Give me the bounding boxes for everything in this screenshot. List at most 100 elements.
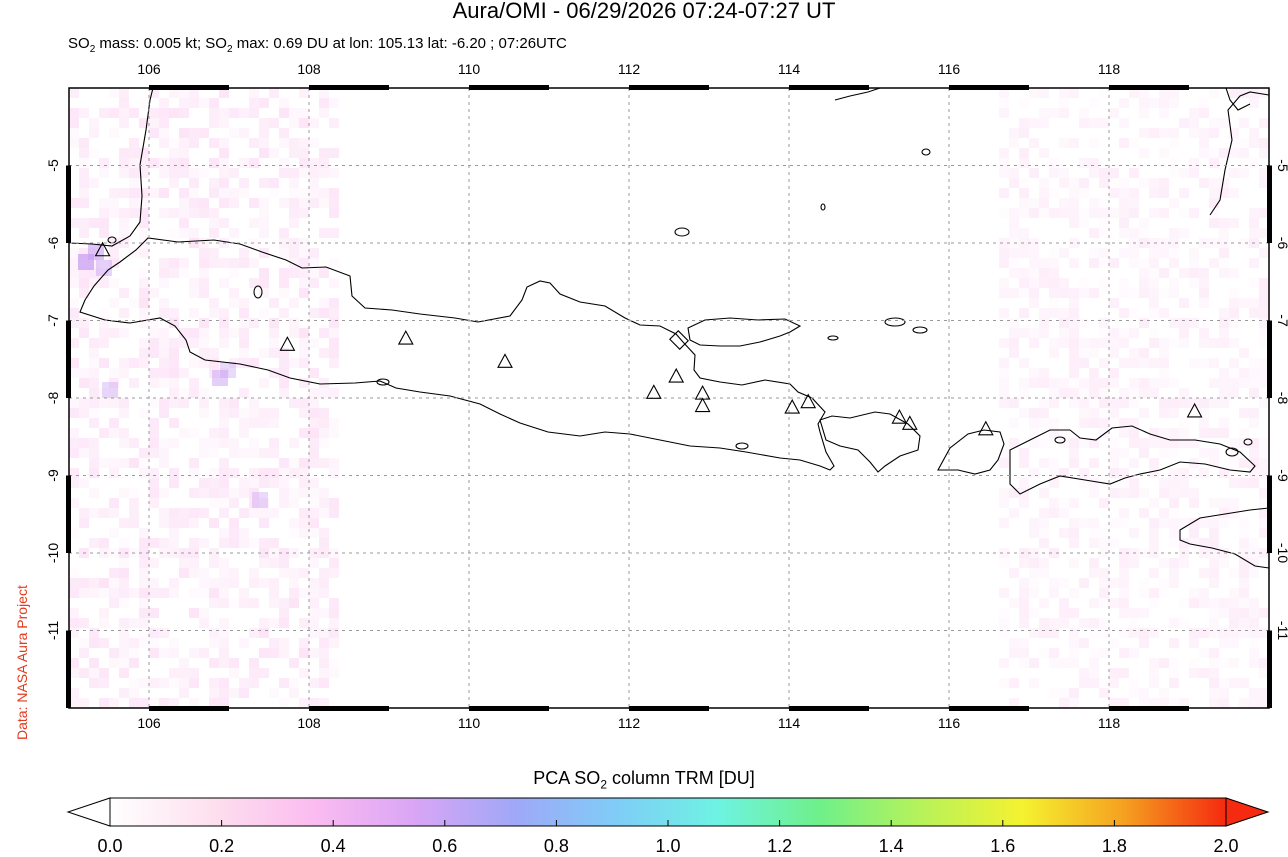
haze-cell [109, 658, 119, 668]
haze-cell [139, 288, 149, 298]
haze-cell [249, 478, 259, 488]
haze-cell [259, 118, 269, 128]
haze-cell [209, 308, 219, 318]
haze-cell [209, 358, 219, 368]
haze-cell [229, 408, 239, 418]
haze-cell [1169, 138, 1179, 148]
haze-cell [69, 698, 79, 708]
haze-cell [1019, 198, 1029, 208]
haze-cell [1039, 368, 1049, 378]
haze-cell [1229, 598, 1239, 608]
haze-cell [79, 138, 89, 148]
haze-cell [189, 538, 199, 548]
haze-cell [1149, 328, 1159, 338]
haze-cell [1019, 378, 1029, 388]
haze-cell [1079, 218, 1089, 228]
haze-cell [189, 668, 199, 678]
haze-cell [119, 578, 129, 588]
haze-cell [119, 188, 129, 198]
haze-cell [1099, 588, 1109, 598]
haze-cell [249, 488, 259, 498]
haze-cell [89, 468, 99, 478]
haze-cell [329, 348, 339, 358]
haze-cell [119, 588, 129, 598]
haze-cell [1259, 378, 1269, 388]
haze-cell [239, 428, 249, 438]
haze-cell [329, 168, 339, 178]
haze-cell [199, 618, 209, 628]
haze-cell [1109, 468, 1119, 478]
haze-cell [1239, 698, 1249, 708]
haze-cell [1099, 248, 1109, 258]
haze-cell [119, 238, 129, 248]
haze-cell [1089, 538, 1099, 548]
haze-cell [1029, 658, 1039, 668]
haze-cell [169, 258, 179, 268]
haze-cell [1159, 518, 1169, 528]
y-tick-label-left: -9 [45, 469, 61, 482]
haze-cell [1129, 688, 1139, 698]
haze-cell [119, 168, 129, 178]
haze-cell [999, 148, 1009, 158]
haze-cell [1049, 168, 1059, 178]
haze-cell [189, 88, 199, 98]
haze-cell [1239, 478, 1249, 488]
haze-cell [169, 338, 179, 348]
haze-cell [79, 378, 89, 388]
haze-cell [1029, 468, 1039, 478]
haze-cell [189, 98, 199, 108]
haze-cell [229, 228, 239, 238]
haze-cell [69, 218, 79, 228]
haze-cell [149, 498, 159, 508]
haze-cell [109, 428, 119, 438]
haze-cell [289, 198, 299, 208]
haze-cell [229, 568, 239, 578]
haze-cell [1239, 578, 1249, 588]
haze-cell [89, 588, 99, 598]
haze-cell [1079, 388, 1089, 398]
haze-cell [1089, 458, 1099, 468]
haze-cell [1219, 148, 1229, 158]
haze-cell [1129, 168, 1139, 178]
haze-cell [89, 448, 99, 458]
haze-cell [229, 328, 239, 338]
haze-cell [229, 168, 239, 178]
haze-cell [149, 88, 159, 98]
volcano-marker [694, 397, 711, 413]
haze-cell [1249, 688, 1259, 698]
haze-cell [1239, 378, 1249, 388]
haze-cell [329, 308, 339, 318]
haze-cell [219, 508, 229, 518]
haze-cell [189, 168, 199, 178]
haze-cell [1129, 88, 1139, 98]
haze-cell [1099, 628, 1109, 638]
haze-cell [1239, 538, 1249, 548]
haze-cell [199, 328, 209, 338]
haze-cell [309, 488, 319, 498]
haze-cell [1179, 188, 1189, 198]
haze-cell [209, 688, 219, 698]
haze-cell [149, 428, 159, 438]
haze-cell [1059, 378, 1069, 388]
haze-cell [169, 378, 179, 388]
haze-cell [269, 448, 279, 458]
haze-cell [169, 418, 179, 428]
haze-cell [189, 288, 199, 298]
haze-cell [1219, 248, 1229, 258]
haze-cell [1249, 698, 1259, 708]
haze-cell [1029, 298, 1039, 308]
haze-cell [1139, 128, 1149, 138]
haze-cell [169, 638, 179, 648]
haze-cell [1159, 208, 1169, 218]
haze-cell [69, 318, 79, 328]
haze-cell [99, 198, 109, 208]
haze-cell [1209, 598, 1219, 608]
haze-cell [1019, 408, 1029, 418]
haze-cell [139, 698, 149, 708]
y-tick-label-left: -8 [45, 392, 61, 405]
haze-cell [69, 338, 79, 348]
haze-cell [1049, 298, 1059, 308]
haze-cell [239, 538, 249, 548]
haze-cell [119, 648, 129, 658]
haze-cell [999, 558, 1009, 568]
